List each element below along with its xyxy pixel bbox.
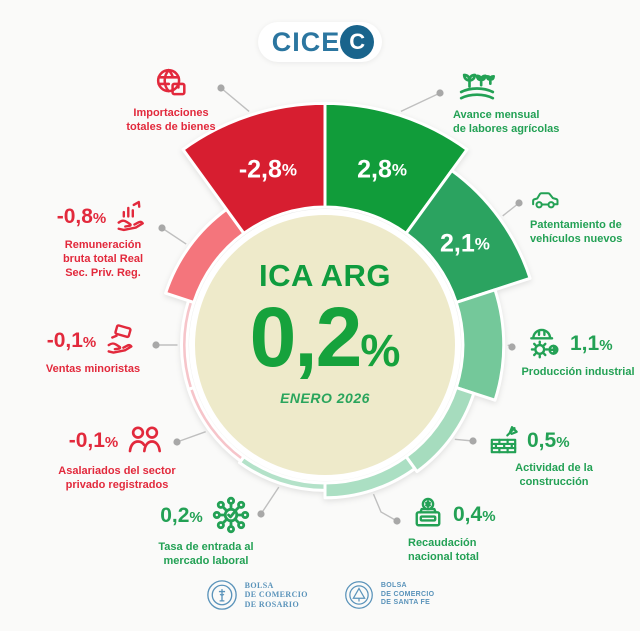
chart-sector-tasa-entrada-laboral <box>238 455 327 492</box>
leader-dot-produccion-industrial <box>508 343 516 351</box>
callout-construccion: 0,5% Actividad de la construcción <box>486 424 622 490</box>
callout-label-produccion-industrial: Producción industrial <box>521 366 635 378</box>
callout-ventas-minoristas: -0,1% Ventas minoristas <box>40 322 146 377</box>
callout-label-construccion: Actividad de la construcción <box>515 462 593 488</box>
bricks-icon <box>487 424 520 457</box>
callout-tasa-entrada-laboral: 0,2% Tasa de entrada al mercado laboral <box>148 494 264 569</box>
rosario-seal-icon <box>206 579 238 611</box>
callout-value-remuneracion: -0,8% <box>56 204 107 228</box>
rosario-line-3: DE ROSARIO <box>244 599 300 609</box>
globe-box-icon <box>152 64 190 102</box>
people-icon <box>125 420 165 460</box>
footer-logos: BOLSA DE COMERCIO DE ROSARIO BOLSA DE CO… <box>0 579 640 611</box>
callout-label-recaudacion: Recaudación nacional total <box>408 537 479 563</box>
callout-value-construccion: 0,5% <box>527 429 570 452</box>
cice-logo-pill: CICE C <box>257 22 383 62</box>
callout-label-tasa-entrada-laboral: Tasa de entrada al mercado laboral <box>158 541 254 567</box>
leader-line-avance-agricola <box>400 92 441 113</box>
santafe-line-3: DE SANTA FE <box>380 599 431 607</box>
collection-box-icon <box>410 496 446 532</box>
leader-dot-asalariados <box>173 438 181 446</box>
santafe-line-1: BOLSA <box>380 581 407 589</box>
callout-patentamiento: Patentamiento de vehículos nuevos <box>530 184 640 247</box>
chart-sector-construccion <box>404 386 476 474</box>
leader-line-recaudacion <box>372 493 398 522</box>
leader-dot-importaciones <box>217 84 225 92</box>
leader-line-importaciones <box>220 87 250 112</box>
sector-value-importaciones: -2,8% <box>239 155 297 183</box>
callout-label-ventas-minoristas: Ventas minoristas <box>45 363 141 375</box>
callout-value-produccion-industrial: 1,1% <box>570 331 613 355</box>
chart-sector-patentamiento <box>404 169 532 304</box>
cice-logo: CICE C <box>0 22 640 62</box>
leader-dot-recaudacion <box>393 517 401 525</box>
chart-sector-importaciones <box>181 101 327 235</box>
leader-dot-avance-agricola <box>436 89 444 97</box>
hand-card-icon <box>103 322 139 358</box>
leader-dot-remuneracion <box>158 224 166 232</box>
rosario-line-1: BOLSA <box>244 580 274 590</box>
callout-remuneracion: -0,8% Remuneración bruta total Real Sec. Pr… <box>51 198 155 280</box>
callout-value-asalariados: -0,1% <box>68 428 119 452</box>
callout-importaciones: Importaciones totales de bienes <box>116 64 226 135</box>
callout-avance-agricola: Avance mensual de labores agrícolas <box>453 64 591 137</box>
chart-center-disc <box>189 209 461 481</box>
callout-recaudacion: 0,4% Recaudación nacional total <box>408 496 520 565</box>
rosario-line-2: DE COMERCIO <box>244 590 308 600</box>
callout-value-recaudacion: 0,4% <box>453 502 496 526</box>
industry-icon <box>527 325 563 361</box>
callout-produccion-industrial: 1,1% Producción industrial <box>514 325 640 380</box>
bolsa-santafe-logo: BOLSA DE COMERCIO DE SANTA FE <box>344 580 434 610</box>
callout-label-patentamiento: Patentamiento de vehículos nuevos <box>530 219 623 245</box>
network-icon <box>210 494 252 536</box>
callout-asalariados: -0,1% Asalariados del sector privado regis… <box>56 420 178 493</box>
chart-center: ICA ARG 0,2% ENERO 2026 <box>175 258 475 406</box>
chart-sector-produccion-industrial <box>454 288 506 402</box>
sector-value-patentamiento: 2,1% <box>440 229 490 257</box>
santafe-seal-icon <box>344 580 374 610</box>
rosario-logo-text: BOLSA DE COMERCIO DE ROSARIO <box>245 581 308 610</box>
santafe-logo-text: BOLSA DE COMERCIO DE SANTA FE <box>381 582 434 608</box>
callout-label-asalariados: Asalariados del sector privado registrado… <box>58 465 176 491</box>
leader-dot-patentamiento <box>515 199 523 207</box>
chart-sector-avance-agricola <box>323 101 469 235</box>
leader-dot-tasa-entrada-laboral <box>257 510 265 518</box>
chart-center-title: ICA ARG <box>258 258 392 293</box>
leader-dot-ventas-minoristas <box>152 341 160 349</box>
leader-line-asalariados <box>176 431 206 443</box>
chart-sector-recaudacion <box>323 455 417 500</box>
hand-chart-icon <box>113 198 149 234</box>
sector-value-avance-agricola: 2,8% <box>357 155 407 183</box>
chart-center-subtitle: ENERO 2026 <box>280 389 370 406</box>
car-icon <box>530 184 640 214</box>
leader-line-remuneracion <box>161 227 187 245</box>
leader-line-tasa-entrada-laboral <box>260 486 280 515</box>
callout-value-ventas-minoristas: -0,1% <box>46 328 97 352</box>
santafe-line-2: DE COMERCIO <box>380 590 435 598</box>
cice-logo-text: CICE <box>271 26 341 57</box>
cice-logo-badge-icon: C <box>340 25 375 59</box>
crops-icon <box>457 64 591 104</box>
callout-value-tasa-entrada-laboral: 0,2% <box>160 503 203 527</box>
callout-label-remuneracion: Remuneración bruta total Real Sec. Priv. R… <box>62 239 144 279</box>
leader-dot-construccion <box>469 437 477 445</box>
callout-label-avance-agricola: Avance mensual de labores agrícolas <box>453 109 560 135</box>
bolsa-rosario-logo: BOLSA DE COMERCIO DE ROSARIO <box>206 579 308 611</box>
callout-label-importaciones: Importaciones totales de bienes <box>126 107 216 133</box>
chart-center-value: 0,2% <box>249 290 401 384</box>
